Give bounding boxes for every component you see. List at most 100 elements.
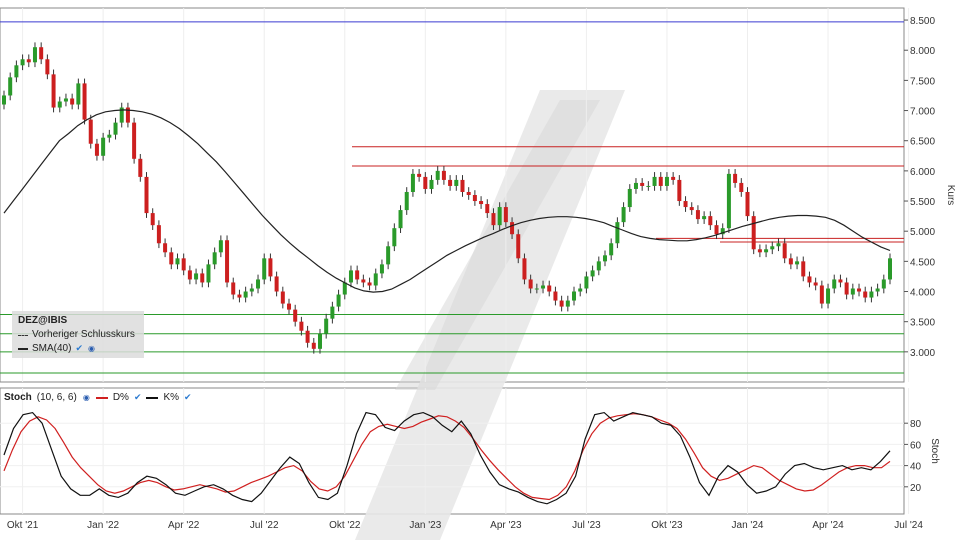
candle-body (646, 185, 651, 187)
candle-body (45, 59, 50, 75)
candle-body (361, 279, 366, 283)
candle-body (497, 207, 502, 226)
y-tick-label: 7.500 (910, 76, 935, 87)
candle-body (194, 273, 199, 280)
candle-body (70, 98, 75, 105)
candle-body (602, 255, 607, 262)
candle-body (801, 261, 806, 277)
candle-body (26, 59, 31, 63)
candle-body (163, 243, 168, 253)
stoch-header: Stoch (10, 6, 6) ◉ D% ✔ K% ✔ (4, 391, 192, 404)
candle-body (181, 258, 186, 271)
candle-body (107, 134, 112, 138)
candle-body (256, 279, 261, 289)
settings-icon[interactable]: ◉ (88, 344, 95, 353)
candle-body (714, 225, 719, 235)
symbol-label: DEZ@IBIS (18, 315, 68, 326)
candle-body (373, 273, 378, 286)
candle-body (169, 252, 174, 265)
candle-body (671, 176, 676, 180)
candle-body (138, 158, 143, 177)
candle-body (621, 207, 626, 223)
legend-box: DEZ@IBIS Vorheriger Schlusskurs SMA(40) … (12, 311, 144, 358)
candle-body (528, 279, 533, 289)
candle-body (125, 107, 130, 123)
x-tick-label: Jul '24 (894, 520, 923, 531)
candle-body (491, 213, 496, 226)
candle-body (547, 285, 552, 292)
y-tick-label: 8.000 (910, 46, 935, 57)
candle-body (317, 333, 322, 349)
stoch-title: Stoch (4, 392, 32, 403)
candle-body (838, 279, 843, 283)
candle-body (342, 282, 347, 295)
candle-body (150, 213, 155, 226)
candle-body (404, 191, 409, 211)
candle-body (305, 330, 310, 343)
y-tick-label: 7.000 (910, 107, 935, 118)
candle-body (510, 222, 515, 235)
candle-body (113, 122, 118, 135)
stoch-params: (10, 6, 6) (36, 392, 77, 403)
candle-body (565, 300, 570, 307)
legend-d-label: D% (112, 392, 129, 403)
candle-body (850, 288, 855, 295)
x-tick-label: Okt '23 (651, 520, 683, 531)
candle-body (726, 173, 731, 229)
candle-body (39, 47, 44, 60)
y-tick-label: 3.500 (910, 318, 935, 329)
check-icon[interactable]: ✔ (75, 343, 83, 353)
candle-body (398, 210, 403, 229)
check-icon[interactable]: ✔ (133, 392, 142, 402)
candle-body (720, 228, 725, 235)
candle-body (819, 285, 824, 304)
candle-body (733, 173, 738, 183)
candle-body (2, 95, 6, 105)
candle-body (386, 246, 391, 265)
candle-body (485, 204, 490, 214)
candle-body (782, 243, 787, 259)
candle-body (392, 228, 397, 247)
dashed-line-icon (18, 334, 28, 336)
candle-body (441, 170, 446, 180)
y-tick-label: 60 (910, 440, 922, 451)
candle-body (417, 173, 422, 177)
legend-prev-close-row[interactable]: Vorheriger Schlusskurs (18, 329, 135, 340)
legend-sma-row[interactable]: SMA(40) ✔ ◉ (18, 343, 96, 354)
candle-body (324, 318, 329, 334)
y-tick-label: 4.500 (910, 257, 935, 268)
candle-body (435, 170, 440, 180)
candle-body (132, 122, 137, 159)
candle-body (869, 291, 874, 298)
settings-icon[interactable]: ◉ (82, 393, 90, 402)
candle-body (516, 234, 521, 259)
d-line (3, 413, 891, 501)
candle-body (702, 216, 707, 220)
candle-body (460, 179, 465, 192)
candle-body (881, 279, 886, 289)
x-tick-label: Jul '22 (250, 520, 279, 531)
check-icon[interactable]: ✔ (184, 392, 192, 402)
candle-body (94, 143, 99, 156)
watermark-logo (355, 90, 625, 540)
y-tick-label: 6.000 (910, 167, 935, 178)
candle-body (534, 288, 539, 290)
x-tick-label: Jan '23 (409, 520, 441, 531)
candle-body (863, 291, 868, 298)
d-line-icon (95, 396, 108, 399)
candle-body (299, 321, 304, 331)
y-tick-label: 80 (910, 419, 922, 430)
candle-body (330, 306, 335, 319)
legend-k-label: K% (163, 392, 180, 403)
candle-body (423, 176, 428, 189)
x-tick-label: Okt '22 (329, 520, 361, 531)
y-tick-label: 4.000 (910, 288, 935, 299)
candle-body (472, 195, 477, 202)
candle-body (776, 243, 781, 247)
candle-body (677, 179, 682, 202)
candle-body (708, 216, 713, 226)
y-tick-label: 6.500 (910, 137, 935, 148)
candle-body (51, 74, 56, 108)
candle-body (795, 261, 800, 265)
